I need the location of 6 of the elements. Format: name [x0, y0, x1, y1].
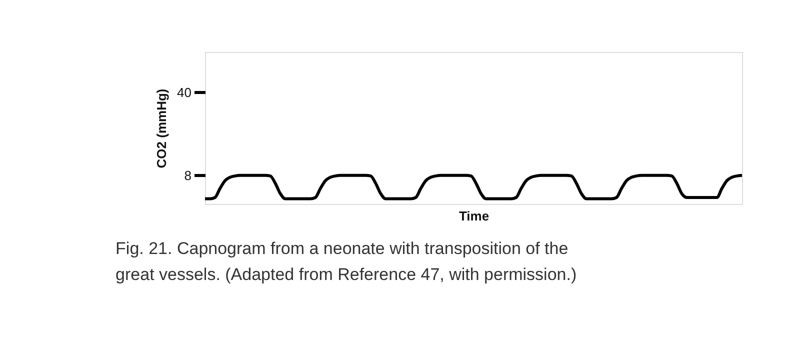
- line-series: [204, 174, 744, 200]
- y-tick-label: 8: [184, 168, 192, 183]
- y-tick-label: 40: [177, 84, 192, 100]
- x-axis-title: Time: [458, 208, 490, 224]
- y-axis-title: CO2 (mmHg): [154, 88, 170, 168]
- caption: Fig. 21. Capnogram from a neonate with transposition of the great vessels. (Adapted from Reference 47, with permission.): [116, 239, 577, 284]
